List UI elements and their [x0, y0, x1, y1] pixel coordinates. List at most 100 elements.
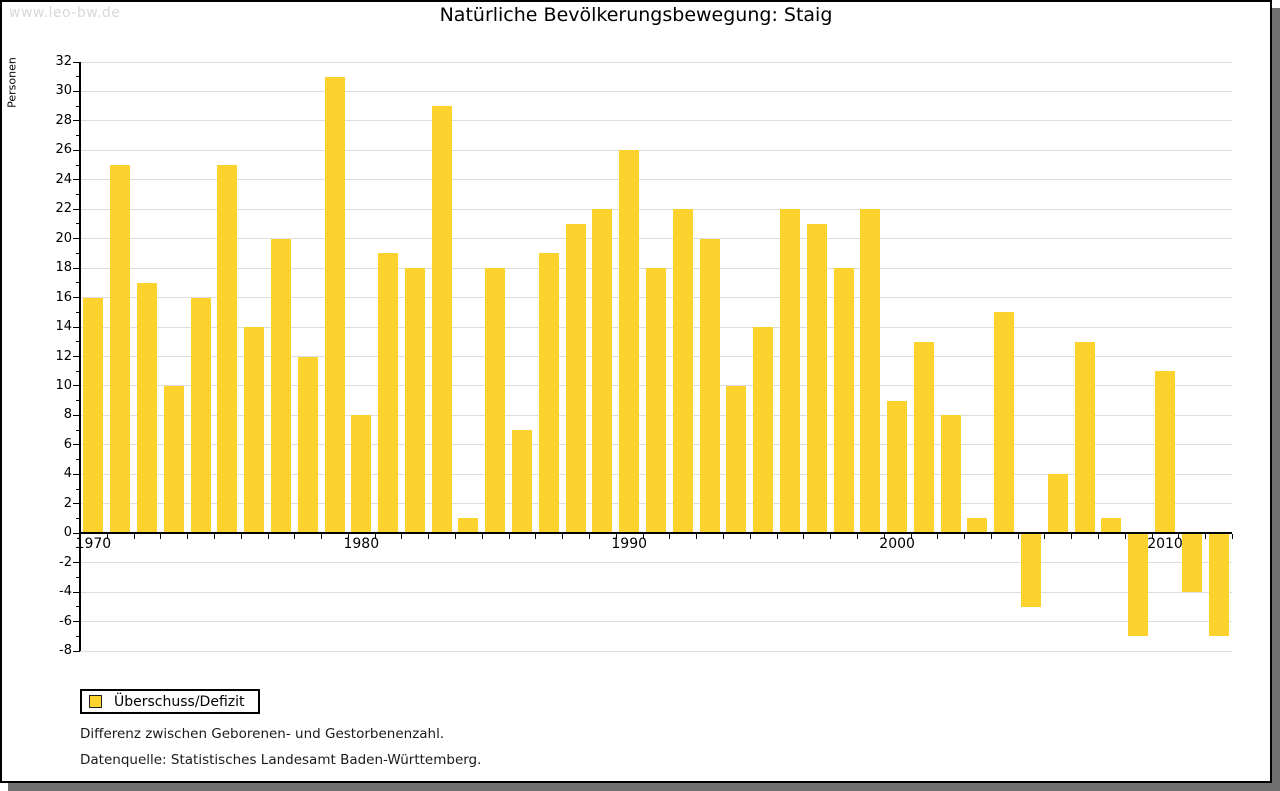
x-tick-13: [428, 534, 430, 540]
gridline-30: [80, 90, 1232, 92]
y-minor-tick--7: [76, 635, 80, 637]
x-tick-label-2010: 2010: [1147, 536, 1183, 553]
x-tick-16: [508, 534, 510, 540]
bar-1994: [726, 385, 747, 534]
y-tick-label-12: 12: [55, 348, 72, 364]
y-minor-tick-5: [76, 459, 80, 461]
bar-2004: [994, 312, 1015, 534]
x-tick-9: [321, 534, 323, 540]
bar-2000: [887, 400, 908, 534]
bar-1996: [779, 209, 800, 534]
y-tick-label--4: -4: [59, 584, 72, 600]
bar-1981: [378, 253, 399, 534]
gridline-28: [80, 120, 1232, 122]
y-major-tick-22: [73, 208, 80, 210]
legend-swatch-icon: [89, 695, 102, 708]
x-tick-24: [722, 534, 724, 540]
bar-2007: [1074, 341, 1095, 534]
bar-1998: [833, 268, 854, 534]
y-major-tick-28: [73, 120, 80, 122]
note-source: Datenquelle: Statistisches Landesamt Bad…: [80, 752, 482, 768]
x-tick-21: [642, 534, 644, 540]
x-tick-10: [347, 534, 349, 540]
bar-1983: [431, 106, 452, 534]
bar-1990: [619, 150, 640, 534]
bar-1982: [404, 268, 425, 534]
bar-1988: [565, 223, 586, 534]
y-minor-tick-3: [76, 488, 80, 490]
y-major-tick-0: [73, 532, 80, 534]
y-major-tick-4: [73, 473, 80, 475]
y-major-tick--8: [73, 650, 80, 652]
x-tick-14: [455, 534, 457, 540]
x-tick-41: [1178, 534, 1180, 540]
x-tick-17: [535, 534, 537, 540]
y-minor-tick-25: [76, 164, 80, 166]
x-tick-23: [696, 534, 698, 540]
y-major-tick--6: [73, 621, 80, 623]
bar-2010: [1155, 371, 1176, 534]
bar-1980: [351, 415, 372, 534]
x-tick-35: [1017, 534, 1019, 540]
y-tick-label-0: 0: [63, 525, 72, 541]
bar-1979: [324, 76, 345, 534]
bar-1993: [699, 238, 720, 534]
x-tick-4: [187, 534, 189, 540]
y-major-tick-2: [73, 503, 80, 505]
x-tick-20: [615, 534, 617, 540]
y-axis-title: Personen: [5, 57, 19, 108]
bar-2003: [967, 518, 988, 534]
y-major-tick--2: [73, 562, 80, 564]
gridline-32: [80, 61, 1232, 63]
y-minor-tick-9: [76, 400, 80, 402]
y-minor-tick-13: [76, 341, 80, 343]
x-tick-label-1990: 1990: [611, 536, 648, 553]
y-tick-label-28: 28: [55, 112, 72, 128]
gridline-20: [80, 238, 1232, 240]
y-minor-tick-19: [76, 252, 80, 254]
x-tick-43: [1232, 534, 1233, 540]
y-tick-label-14: 14: [55, 319, 72, 335]
x-tick-40: [1151, 534, 1153, 540]
y-minor-tick--3: [76, 576, 80, 578]
x-tick-6: [240, 534, 242, 540]
y-major-tick-12: [73, 356, 80, 357]
bar-2005: [1021, 533, 1042, 607]
bar-1970: [83, 297, 104, 534]
y-major-tick--4: [73, 591, 80, 593]
x-tick-32: [937, 534, 939, 540]
y-tick-label-30: 30: [55, 83, 72, 99]
bar-2006: [1047, 474, 1068, 534]
x-tick-label-1970: 1970: [75, 536, 112, 553]
x-tick-0: [80, 534, 81, 540]
gridline-26: [80, 149, 1232, 151]
y-major-tick-32: [73, 61, 80, 63]
x-tick-15: [481, 534, 483, 540]
y-minor-tick-1: [76, 517, 80, 519]
x-axis-line: [80, 532, 1232, 535]
x-tick-42: [1205, 534, 1207, 540]
bar-2009: [1128, 533, 1149, 637]
y-tick-label--8: -8: [59, 643, 72, 658]
y-tick-label-32: 32: [55, 54, 72, 69]
bar-1975: [217, 165, 238, 534]
x-tick-36: [1044, 534, 1046, 540]
bar-1992: [672, 209, 693, 534]
x-tick-8: [294, 534, 296, 540]
y-major-tick-26: [73, 149, 80, 151]
bar-1997: [806, 223, 827, 534]
bar-1991: [646, 268, 666, 534]
x-tick-19: [589, 534, 591, 540]
x-tick-1: [106, 534, 108, 540]
y-major-tick-24: [73, 179, 80, 181]
gridline-22: [80, 208, 1232, 210]
y-minor-tick-11: [76, 370, 80, 372]
bar-2008: [1101, 518, 1122, 534]
y-minor-tick-21: [76, 223, 80, 225]
gridline--4: [80, 591, 1232, 593]
bar-1986: [512, 430, 533, 534]
x-tick-33: [964, 534, 966, 540]
x-tick-12: [401, 534, 403, 540]
x-tick-39: [1124, 534, 1126, 540]
x-tick-30: [883, 534, 885, 540]
